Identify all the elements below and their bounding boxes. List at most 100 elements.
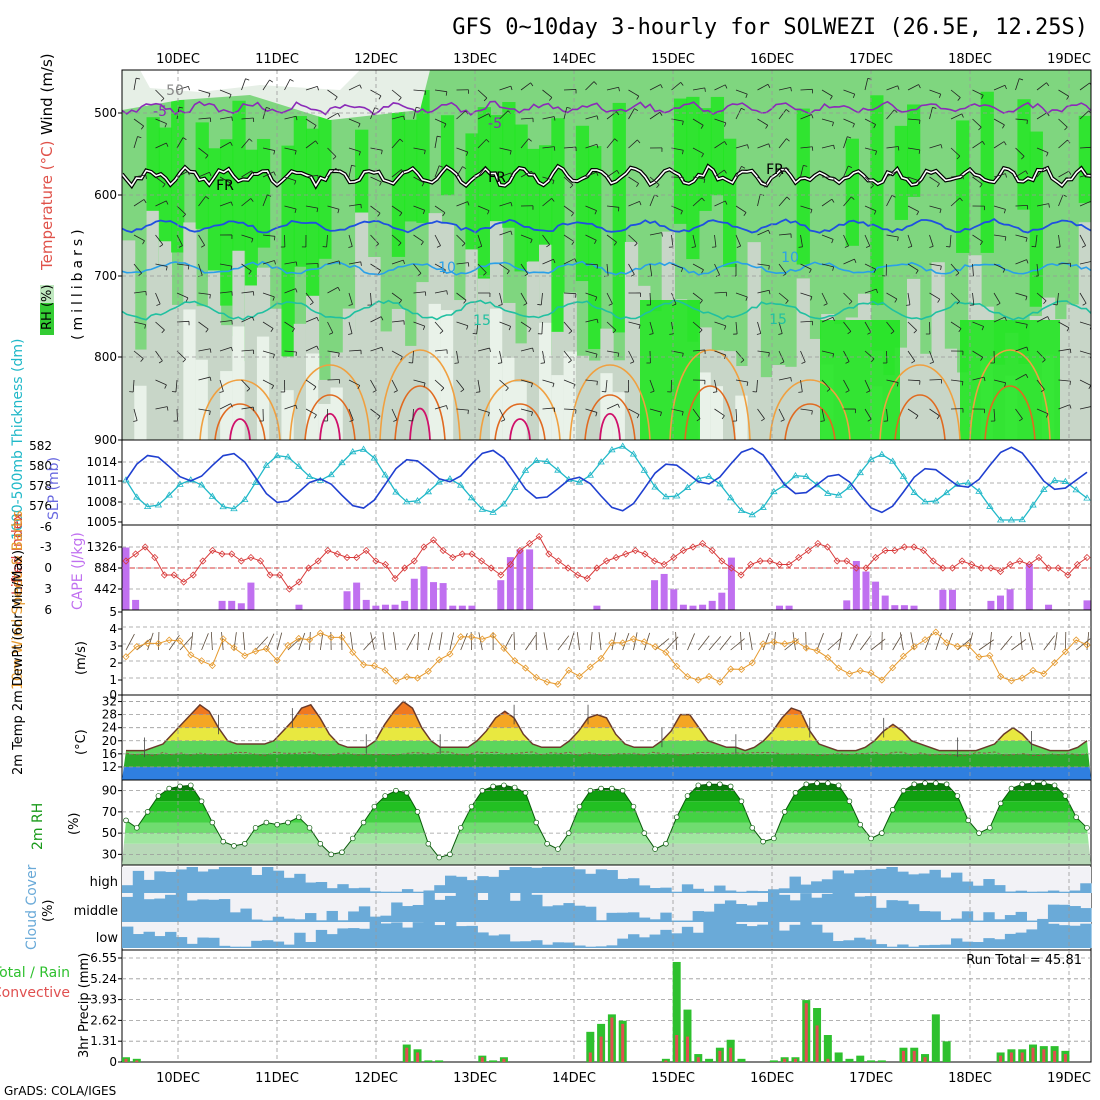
cloud-bar <box>929 944 941 948</box>
wind-barb-flag <box>958 328 962 333</box>
rh-marker <box>134 825 140 831</box>
wind-barb-flag <box>295 116 298 121</box>
temp-contour-25 <box>684 385 736 440</box>
cape-bar <box>660 573 668 610</box>
wind-barb <box>714 118 726 124</box>
wind-barb-flag <box>896 170 900 175</box>
wind-barb-flag <box>348 333 353 335</box>
thickness-marker <box>899 472 908 479</box>
cloud-bar <box>337 928 349 948</box>
precip-conv-bar <box>1020 1052 1024 1062</box>
cloud-bar <box>488 876 500 893</box>
wind-barb <box>821 350 834 355</box>
thickness-marker <box>133 493 141 500</box>
cloud-bar <box>186 900 198 922</box>
wind-barb <box>520 292 528 304</box>
wind-barb-flag <box>1025 170 1029 175</box>
cloud-bar <box>994 885 1006 893</box>
rh-marker <box>976 830 982 836</box>
wind-marker <box>997 672 1005 681</box>
wind-barb <box>434 165 440 178</box>
wind-barb <box>757 289 770 294</box>
precip-total-bar <box>877 1060 886 1062</box>
wind-barb <box>929 292 940 300</box>
thickness-marker <box>910 488 918 495</box>
wind-barb-flag <box>187 265 190 270</box>
wind-barb <box>821 89 833 97</box>
rh-band <box>122 811 1091 823</box>
thickness-marker <box>241 495 249 502</box>
wind-barb-flag <box>907 245 913 248</box>
wind-barb-flag <box>272 296 275 301</box>
li-marker <box>920 546 928 555</box>
wind-barb <box>757 176 768 185</box>
thickness-marker <box>791 471 800 479</box>
wind-barb-flag <box>436 135 442 138</box>
wind-barb-flag <box>851 196 855 200</box>
cloud-bar <box>864 869 877 893</box>
wind-barb <box>413 321 425 327</box>
temp-tick: 20 <box>102 734 117 748</box>
rh-marker <box>1051 782 1058 789</box>
wind-barb <box>262 147 275 151</box>
rh-marker <box>306 825 313 831</box>
wind-barb-flag <box>162 183 166 188</box>
wind-barb <box>133 174 146 178</box>
cloud-bar <box>1015 932 1027 948</box>
cloud-bar <box>606 912 618 922</box>
rh-tick: 90 <box>102 784 117 798</box>
wind-barb-flag <box>1004 316 1007 321</box>
wind10-barb <box>406 633 416 651</box>
rh-low-patch <box>293 323 307 440</box>
cape-bar <box>891 605 899 610</box>
temp2m-unit: (°C) <box>74 729 89 755</box>
wind-barb-flag <box>1043 300 1047 305</box>
wind-barb-flag <box>979 183 983 188</box>
cloud-bar <box>272 916 285 922</box>
cloud-bar <box>574 905 586 922</box>
temp-contour-15 <box>122 299 1091 321</box>
rh-marker <box>868 835 874 842</box>
wind-barb <box>520 117 533 120</box>
wind-barb-flag <box>630 361 635 364</box>
wind-barb <box>476 321 479 334</box>
li-marker <box>497 571 505 579</box>
cape-bar <box>295 604 303 610</box>
thickness-marker <box>251 478 260 485</box>
wind-barb-flag <box>329 332 334 335</box>
wind-barb <box>370 346 383 352</box>
wind-barb-flag <box>829 95 833 100</box>
wind-barb-flag <box>634 108 639 111</box>
thickness-marker <box>662 493 670 500</box>
wind-barb <box>133 408 138 421</box>
wind-barb <box>477 234 483 247</box>
wind-marker <box>241 652 249 660</box>
li-marker <box>823 543 832 551</box>
wind-barb-flag <box>231 116 233 121</box>
li-marker <box>439 546 447 555</box>
wind-barb-flag <box>831 239 834 244</box>
wind10-barb <box>449 632 455 651</box>
wind-marker <box>511 657 519 665</box>
wind-barb <box>585 318 598 323</box>
wind-marker <box>986 651 994 660</box>
wind-barb-flag <box>374 107 379 110</box>
thickness-marker <box>478 505 487 512</box>
cloud-bar <box>240 867 252 893</box>
wind-barb-flag <box>523 303 528 306</box>
cape-tick: 442 <box>94 582 117 596</box>
cape-bar <box>381 604 389 610</box>
rh-tick: 30 <box>102 847 117 861</box>
li-marker <box>314 557 322 565</box>
wind-barb <box>886 85 898 91</box>
wind-barb-flag <box>251 238 254 243</box>
wind-marker <box>392 677 400 685</box>
li-marker <box>804 546 812 555</box>
precip-conv-bar <box>664 1060 668 1062</box>
wind-marker <box>435 656 443 664</box>
rh-dry-patch <box>612 392 626 440</box>
wind-barb <box>262 260 275 265</box>
li-marker <box>1016 557 1024 565</box>
thickness-marker <box>1061 477 1070 484</box>
wind-barb <box>434 379 445 389</box>
